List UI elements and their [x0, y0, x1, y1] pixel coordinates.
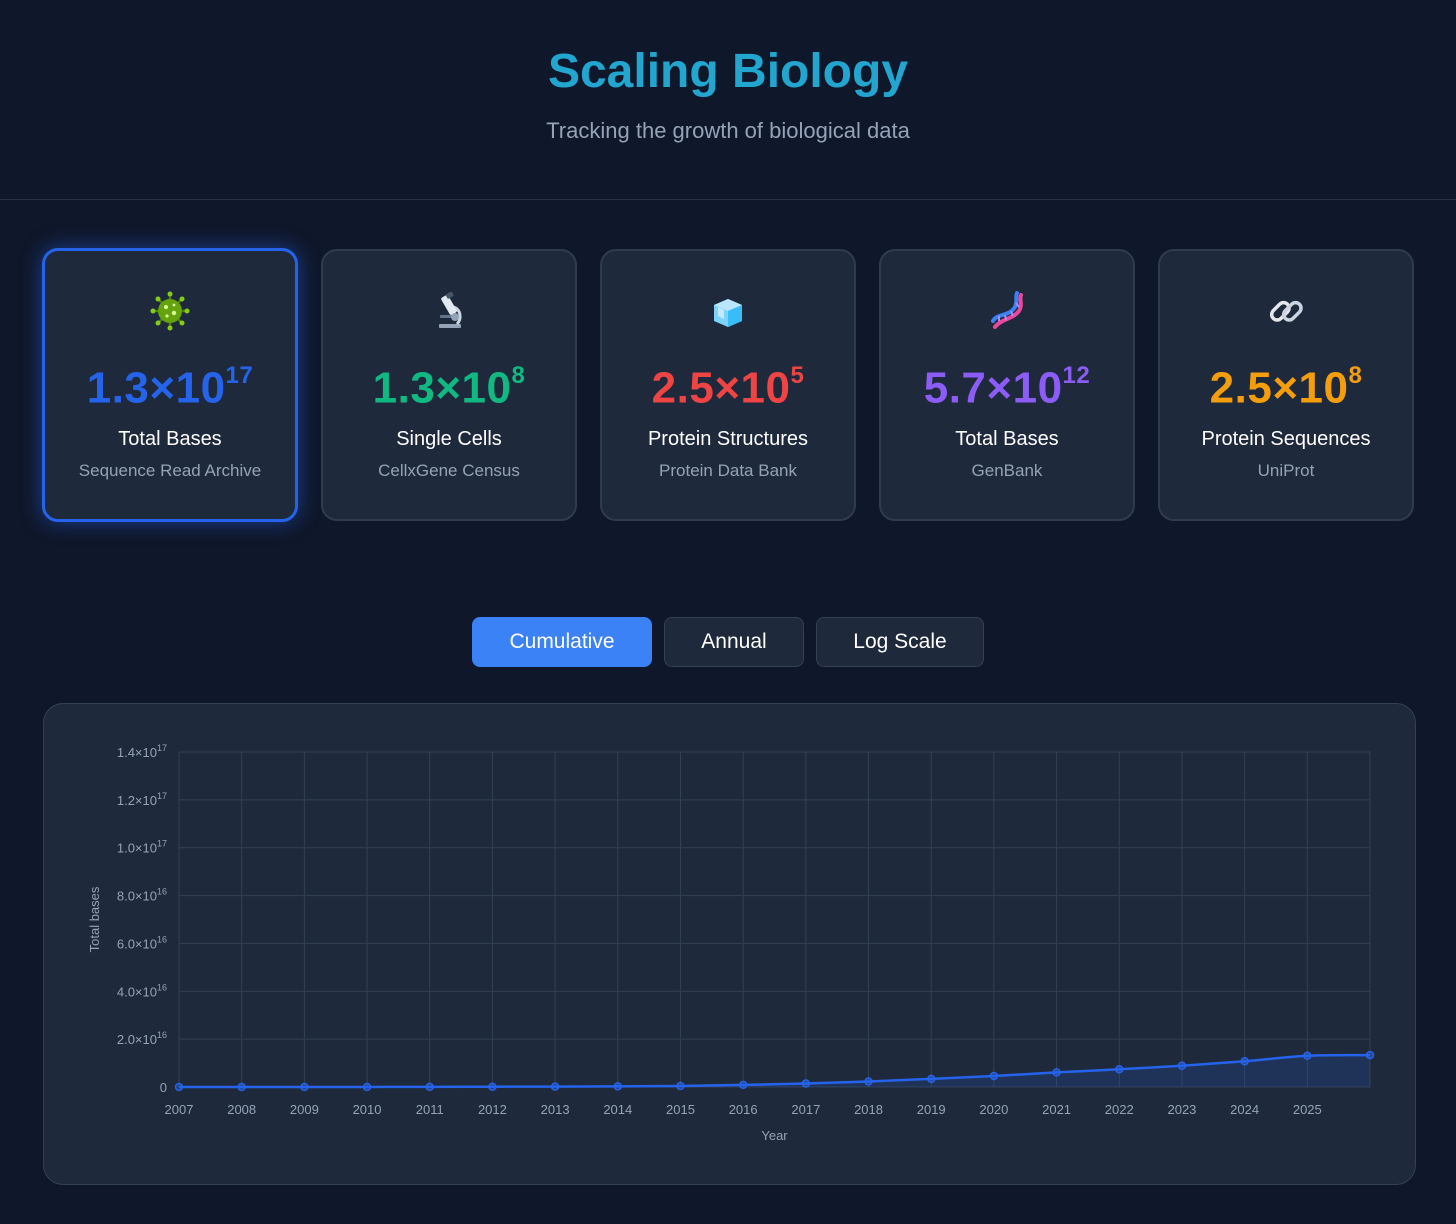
y-tick-label: 0: [160, 1080, 167, 1095]
y-tick-label: 1.4×1017: [117, 743, 167, 760]
series-line: [179, 1053, 1371, 1089]
card-uniprot[interactable]: 2.5×108 Protein Sequences UniProt: [1158, 249, 1414, 521]
x-tick-label: 2015: [666, 1102, 695, 1117]
y-tick-label: 8.0×1016: [117, 887, 167, 904]
x-tick-label: 2017: [791, 1102, 820, 1117]
cumulative-button[interactable]: Cumulative: [472, 617, 652, 667]
log-scale-button[interactable]: Log Scale: [816, 617, 984, 667]
card-value: 2.5×108: [1209, 362, 1363, 413]
dataset-cards: 1.3×1017 Total Bases Sequence Read Archi…: [42, 248, 1416, 522]
data-point[interactable]: [425, 1082, 434, 1092]
data-point[interactable]: [1240, 1057, 1249, 1066]
card-label: Protein Sequences: [1201, 427, 1371, 450]
view-toggles: Cumulative Annual Log Scale: [0, 617, 1456, 667]
x-tick-label: 2009: [290, 1102, 319, 1117]
data-point[interactable]: [237, 1082, 246, 1092]
data-point[interactable]: [801, 1079, 811, 1088]
card-value: 1.3×108: [372, 362, 526, 413]
data-point[interactable]: [613, 1082, 623, 1091]
card-label: Total Bases: [118, 427, 222, 450]
x-tick-label: 2010: [353, 1102, 382, 1117]
card-cellxgene[interactable]: 1.3×108 Single Cells CellxGene Census: [321, 249, 577, 521]
data-point[interactable]: [300, 1082, 309, 1092]
y-tick-label: 1.0×1017: [117, 839, 167, 856]
card-value: 5.7×1012: [923, 362, 1091, 413]
data-point[interactable]: [676, 1081, 685, 1091]
y-axis-label: Total bases: [87, 886, 102, 952]
data-point[interactable]: [1365, 1050, 1375, 1060]
annual-button[interactable]: Annual: [664, 617, 804, 667]
page-header: Scaling Biology Tracking the growth of b…: [0, 0, 1456, 200]
x-axis-label: Year: [761, 1128, 788, 1143]
x-tick-label: 2019: [917, 1102, 946, 1117]
data-point[interactable]: [1177, 1061, 1187, 1071]
card-value: 2.5×105: [651, 362, 805, 413]
x-tick-label: 2021: [1042, 1102, 1071, 1117]
y-tick-label: 6.0×1016: [117, 934, 167, 951]
virus-icon: [45, 289, 295, 333]
data-point[interactable]: [738, 1080, 748, 1090]
x-tick-label: 2023: [1167, 1102, 1196, 1117]
card-pdb[interactable]: 2.5×105 Protein Structures Protein Data …: [600, 249, 856, 521]
x-tick-label: 2016: [729, 1102, 758, 1117]
card-value: 1.3×1017: [86, 362, 254, 413]
data-point[interactable]: [1115, 1065, 1124, 1074]
card-source: Sequence Read Archive: [78, 460, 262, 480]
data-point[interactable]: [1303, 1051, 1312, 1061]
x-tick-label: 2020: [979, 1102, 1008, 1117]
data-point[interactable]: [864, 1077, 873, 1086]
y-tick-label: 4.0×1016: [117, 982, 167, 999]
y-tick-label: 2.0×1016: [117, 1030, 167, 1047]
card-source: UniProt: [1257, 460, 1315, 480]
card-source: Protein Data Bank: [659, 460, 797, 480]
y-tick-label: 1.2×1017: [117, 791, 167, 808]
page-title: Scaling Biology: [547, 45, 909, 98]
x-tick-label: 2013: [541, 1102, 570, 1117]
x-tick-label: 2018: [854, 1102, 883, 1117]
chain-link-icon: [1160, 289, 1412, 333]
card-source: CellxGene Census: [378, 460, 520, 480]
x-tick-label: 2014: [603, 1102, 632, 1117]
x-tick-label: 2012: [478, 1102, 507, 1117]
x-tick-label: 2007: [165, 1102, 194, 1117]
card-label: Protein Structures: [647, 427, 809, 450]
chart-panel: 0 2.0×1016 4.0×1016 6.0×1016 8.0×1016 1.0×101…: [43, 703, 1416, 1185]
x-tick-label: 2025: [1293, 1102, 1322, 1117]
x-tick-label: 2011: [416, 1102, 444, 1117]
data-point[interactable]: [174, 1082, 184, 1092]
card-label: Single Cells: [396, 427, 502, 450]
data-point[interactable]: [362, 1082, 372, 1092]
x-tick-label: 2008: [227, 1102, 256, 1117]
data-point[interactable]: [989, 1071, 999, 1081]
growth-chart: 0 2.0×1016 4.0×1016 6.0×1016 8.0×1016 1.0×101…: [87, 743, 1375, 1143]
data-point[interactable]: [926, 1074, 936, 1084]
card-sra[interactable]: 1.3×1017 Total Bases Sequence Read Archi…: [42, 248, 298, 522]
card-genbank[interactable]: 5.7×1012 Total Bases GenBank: [879, 249, 1135, 521]
page-subtitle: Tracking the growth of biological data: [546, 118, 910, 143]
data-point[interactable]: [1052, 1068, 1061, 1077]
data-point[interactable]: [550, 1082, 560, 1091]
x-tick-label: 2022: [1105, 1102, 1134, 1117]
card-source: GenBank: [971, 460, 1043, 480]
ice-cube-icon: [602, 289, 854, 333]
series-area: [179, 1055, 1370, 1088]
data-point[interactable]: [488, 1082, 497, 1091]
dna-icon: [881, 289, 1133, 333]
card-label: Total Bases: [955, 427, 1059, 450]
x-tick-label: 2024: [1230, 1102, 1259, 1117]
microscope-icon: [323, 289, 575, 333]
